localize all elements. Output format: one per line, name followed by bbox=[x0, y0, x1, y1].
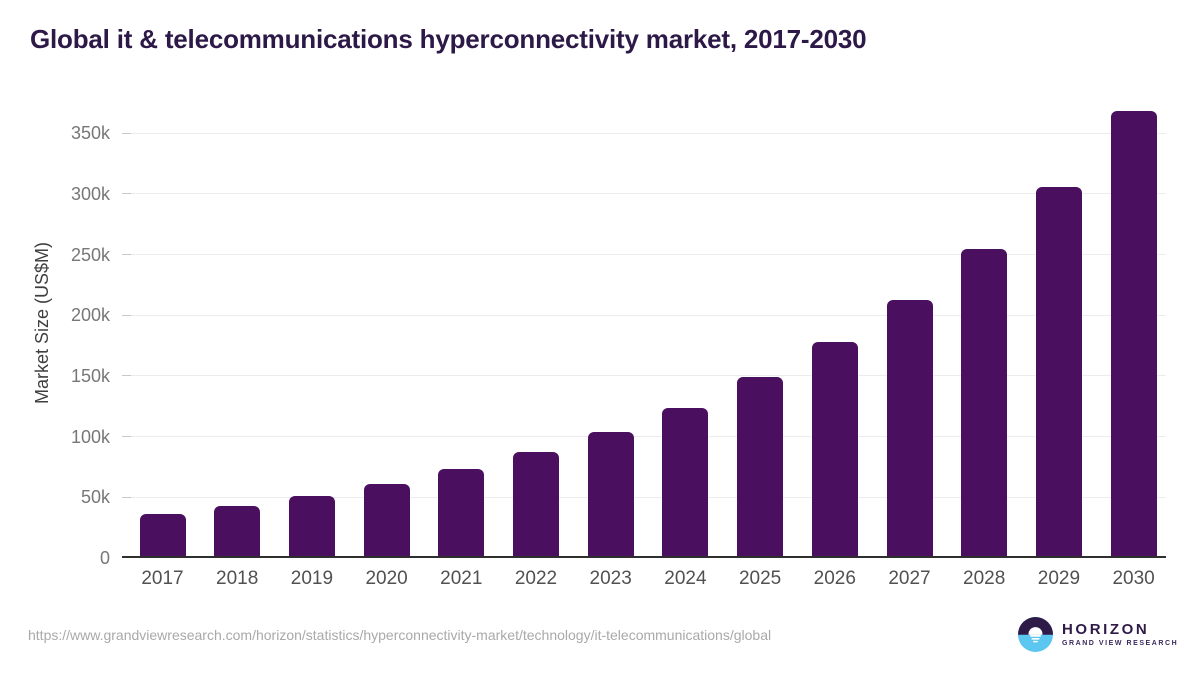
bar-2018[interactable] bbox=[214, 505, 261, 558]
x-tick-label-2028: 2028 bbox=[963, 568, 1006, 589]
x-tick-label-2019: 2019 bbox=[290, 568, 334, 589]
y-tick-label-50k: 50k bbox=[80, 487, 110, 508]
bar-2019[interactable] bbox=[288, 496, 335, 558]
brand-logo: HORIZON GRAND VIEW RESEARCH bbox=[1018, 617, 1178, 652]
x-tick-label-2026: 2026 bbox=[813, 568, 856, 589]
grid-line-250k bbox=[122, 254, 1166, 256]
x-tick-label-2018: 2018 bbox=[216, 568, 259, 589]
x-tick-label-2027: 2027 bbox=[888, 568, 931, 589]
y-tick-mark bbox=[122, 314, 131, 316]
bar-2023[interactable] bbox=[587, 431, 634, 558]
x-tick-label-2023: 2023 bbox=[589, 568, 632, 589]
bar-2017[interactable] bbox=[139, 514, 186, 558]
bar-2029[interactable] bbox=[1035, 186, 1082, 558]
y-tick-mark bbox=[122, 193, 131, 195]
bar-2025[interactable] bbox=[737, 377, 784, 558]
x-axis-line bbox=[122, 556, 1166, 558]
x-tick-label-2029: 2029 bbox=[1037, 568, 1081, 589]
y-tick-mark bbox=[122, 254, 131, 256]
chart-title: Global it & telecommunications hyperconn… bbox=[30, 24, 867, 54]
y-tick-mark bbox=[122, 132, 131, 134]
plot-area bbox=[122, 100, 1166, 558]
logo-text: HORIZON GRAND VIEW RESEARCH bbox=[1062, 622, 1178, 647]
bar-2024[interactable] bbox=[662, 407, 709, 558]
y-tick-label-250k: 250k bbox=[70, 244, 110, 265]
x-tick-label-2030: 2030 bbox=[1112, 568, 1155, 589]
bar-2027[interactable] bbox=[886, 299, 933, 558]
y-tick-label-300k: 300k bbox=[70, 183, 110, 204]
y-tick-mark bbox=[122, 375, 131, 377]
grid-line-50k bbox=[122, 496, 1166, 498]
x-tick-label-2022: 2022 bbox=[514, 568, 558, 589]
y-tick-mark bbox=[122, 496, 131, 498]
bar-2020[interactable] bbox=[363, 483, 410, 558]
y-tick-label-150k: 150k bbox=[70, 365, 110, 386]
y-tick-label-350k: 350k bbox=[70, 123, 110, 144]
bar-2028[interactable] bbox=[961, 248, 1008, 558]
y-tick-mark bbox=[122, 436, 131, 438]
x-tick-label-2021: 2021 bbox=[440, 568, 483, 589]
source-url: https://www.grandviewresearch.com/horizo… bbox=[28, 627, 772, 643]
bar-2026[interactable] bbox=[811, 342, 858, 558]
y-tick-label-200k: 200k bbox=[70, 305, 110, 326]
horizon-sun-icon bbox=[1018, 617, 1053, 652]
grid-line-350k bbox=[122, 132, 1166, 134]
bar-2021[interactable] bbox=[438, 469, 485, 558]
bar-2030[interactable] bbox=[1110, 111, 1157, 558]
grid-line-300k bbox=[122, 193, 1166, 195]
x-tick-label-2020: 2020 bbox=[365, 568, 408, 589]
x-tick-label-2017: 2017 bbox=[141, 568, 184, 589]
grid-line-100k bbox=[122, 436, 1166, 438]
y-tick-label-100k: 100k bbox=[70, 426, 110, 447]
grid-line-200k bbox=[122, 314, 1166, 316]
y-tick-label-0: 0 bbox=[99, 548, 110, 568]
logo-sub-brand: GRAND VIEW RESEARCH bbox=[1062, 640, 1179, 647]
x-tick-label-2024: 2024 bbox=[664, 568, 707, 589]
logo-brand-name: HORIZON bbox=[1062, 621, 1150, 638]
bar-2022[interactable] bbox=[513, 452, 559, 558]
grid-line-150k bbox=[122, 375, 1166, 377]
x-tick-label-2025: 2025 bbox=[738, 568, 782, 589]
